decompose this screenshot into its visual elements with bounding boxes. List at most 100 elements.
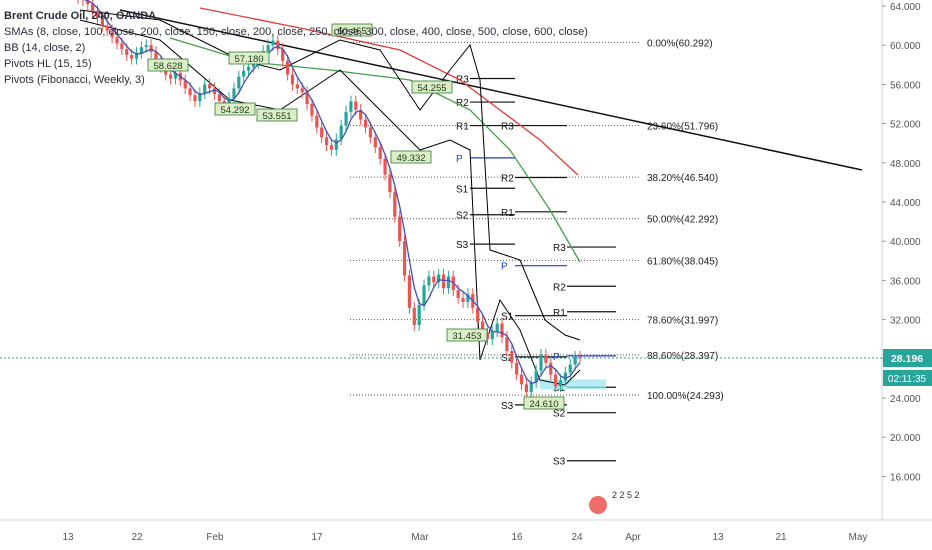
time-tick-label: 22 bbox=[131, 532, 143, 543]
current-price-badge bbox=[883, 349, 932, 367]
pivot-hl-label: 54.292 bbox=[220, 105, 249, 116]
fib-level-label: 100.00%(24.293) bbox=[647, 391, 724, 402]
indicator-sma[interactable]: SMAs (8, close, 100, close, 200, close, … bbox=[4, 26, 588, 38]
fib-level-label: 0.00%(60.292) bbox=[647, 38, 713, 49]
pivot-label: S1 bbox=[456, 184, 469, 195]
indicator-pivots-fib[interactable]: Pivots (Fibonacci, Weekly, 3) bbox=[4, 74, 145, 86]
candle-body bbox=[281, 49, 285, 61]
candle-body bbox=[446, 276, 451, 289]
candle-body bbox=[407, 275, 412, 308]
time-tick-label: 21 bbox=[775, 532, 787, 543]
candle-body bbox=[105, 25, 109, 31]
pivot-hl-label: 31.453 bbox=[452, 331, 481, 342]
price-tick-label: 56.000 bbox=[890, 80, 921, 91]
candle-body bbox=[534, 370, 538, 383]
candle-body bbox=[539, 354, 543, 371]
candle-body bbox=[339, 125, 343, 140]
candle-body bbox=[344, 111, 348, 126]
price-tick-label: 20.000 bbox=[890, 433, 921, 444]
candle-body bbox=[232, 88, 236, 99]
candle-body bbox=[203, 84, 207, 94]
indicator-bb[interactable]: BB (14, close, 2) bbox=[4, 42, 86, 54]
pivot-label: S2 bbox=[553, 409, 566, 420]
indicator-pivots-hl[interactable]: Pivots HL (15, 15) bbox=[4, 58, 92, 70]
pivot-label: R3 bbox=[553, 243, 566, 254]
chart-legend: Brent Crude Oil, 240, OANDA SMAs (8, clo… bbox=[4, 8, 588, 88]
economic-event-icon bbox=[589, 496, 607, 514]
pivot-label: R3 bbox=[456, 75, 469, 86]
candle-body bbox=[139, 47, 143, 54]
candle-body bbox=[276, 40, 280, 50]
pivot-label: S3 bbox=[553, 457, 566, 468]
pivot-label: R3 bbox=[501, 122, 514, 133]
price-tick-label: 24.000 bbox=[890, 394, 921, 405]
pivot-hl-label: 60.465 bbox=[337, 26, 366, 37]
pivot-label: S2 bbox=[501, 353, 514, 364]
candle-body bbox=[515, 362, 519, 375]
candle-body bbox=[315, 115, 319, 128]
candle-body bbox=[242, 70, 246, 77]
candle-body bbox=[354, 101, 358, 110]
time-tick-label: Apr bbox=[625, 532, 641, 543]
event-count-label: 2 2 5 2 bbox=[612, 490, 640, 500]
pivot-hl-box bbox=[228, 51, 270, 65]
pivot-hl-box bbox=[256, 108, 298, 122]
candle-body bbox=[130, 55, 134, 59]
candle-body bbox=[300, 88, 304, 93]
candle-body bbox=[207, 84, 212, 89]
pivot-hl-box bbox=[147, 58, 189, 72]
candle-body bbox=[568, 364, 572, 373]
pivot-hl-label: 53.551 bbox=[262, 111, 291, 122]
candle-body bbox=[198, 93, 202, 102]
pivot-label: R1 bbox=[553, 308, 566, 319]
sma-red-line bbox=[199, 7, 579, 176]
candle-body bbox=[290, 74, 295, 85]
candle-body bbox=[383, 158, 387, 175]
candle-body bbox=[154, 52, 158, 61]
time-tick-label: 13 bbox=[62, 532, 74, 543]
pivot-label: P bbox=[553, 352, 560, 363]
candle-body bbox=[461, 298, 465, 302]
candle-body bbox=[125, 49, 129, 55]
price-tick-label: 64.000 bbox=[890, 2, 921, 13]
time-tick-label: 24 bbox=[571, 532, 583, 543]
countdown-badge bbox=[883, 370, 932, 386]
pivot-hl-label: 58.628 bbox=[153, 61, 182, 72]
pivot-hl-box bbox=[411, 80, 453, 94]
pivot-label: R2 bbox=[456, 98, 469, 109]
price-axis bbox=[882, 0, 932, 550]
fib-level-label: 38.20%(46.540) bbox=[647, 173, 718, 184]
candle-body bbox=[573, 356, 577, 365]
candle-body bbox=[549, 362, 553, 375]
time-tick-label: Mar bbox=[411, 532, 429, 543]
pivot-label: R1 bbox=[456, 122, 469, 133]
time-tick-label: 16 bbox=[511, 532, 523, 543]
candle-body bbox=[320, 127, 324, 138]
candle-body bbox=[324, 137, 329, 146]
pivot-hl-box bbox=[214, 102, 256, 116]
candle-body bbox=[334, 139, 338, 150]
candle-body bbox=[120, 43, 124, 50]
candle-body bbox=[505, 337, 509, 351]
candle-body bbox=[393, 192, 397, 217]
candle-body bbox=[490, 331, 494, 340]
candle-body bbox=[246, 66, 251, 71]
candle-body bbox=[285, 60, 290, 75]
candle-body bbox=[398, 216, 402, 242]
symbol-title[interactable]: Brent Crude Oil, 240, OANDA bbox=[4, 10, 157, 22]
pivot-label: S3 bbox=[456, 240, 469, 251]
candle-body bbox=[188, 88, 192, 96]
price-tick-label: 44.000 bbox=[890, 198, 921, 209]
candle-body bbox=[217, 94, 221, 102]
candle-body bbox=[554, 374, 558, 387]
candle-body bbox=[510, 350, 514, 363]
candle-body bbox=[100, 17, 104, 26]
pivot-label: S1 bbox=[501, 312, 514, 323]
candle-body bbox=[349, 101, 353, 112]
pivot-hl-label: 49.332 bbox=[396, 153, 425, 164]
fib-level-label: 88.60%(28.397) bbox=[647, 351, 718, 362]
candle-body bbox=[500, 323, 504, 338]
candle-body bbox=[134, 53, 139, 59]
